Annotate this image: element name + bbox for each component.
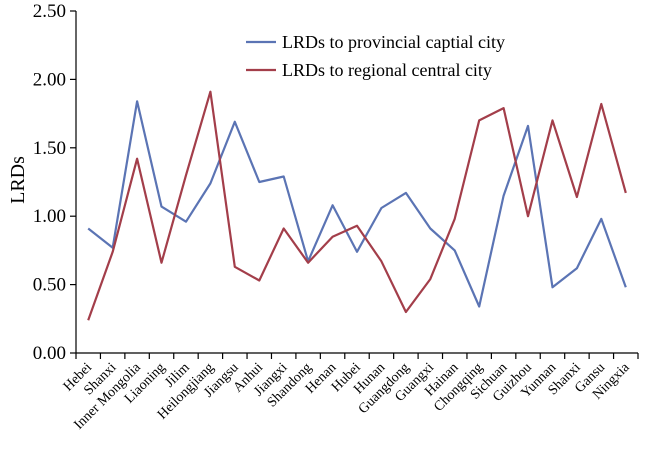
y-tick-label: 2.50	[33, 1, 66, 22]
series-line-2	[87, 90, 627, 321]
y-tick-label: 1.00	[33, 206, 66, 227]
axes	[75, 11, 638, 354]
legend-label: LRDs to provincial captial city	[282, 32, 505, 52]
y-axis-label: LRDs	[7, 156, 29, 204]
legend: LRDs to provincial captial city LRDs to r…	[246, 32, 505, 80]
legend-label: LRDs to regional central city	[282, 60, 492, 80]
y-tick-label: 0.00	[33, 343, 66, 364]
y-tick-label: 1.50	[33, 138, 66, 159]
y-axis-ticks: 0.00 0.50 1.00 1.50 2.00 2.50	[33, 1, 76, 364]
series-line-1	[87, 100, 627, 308]
y-tick-label: 0.50	[33, 275, 66, 296]
series-lines	[87, 90, 627, 321]
y-tick-label: 2.00	[33, 69, 66, 90]
